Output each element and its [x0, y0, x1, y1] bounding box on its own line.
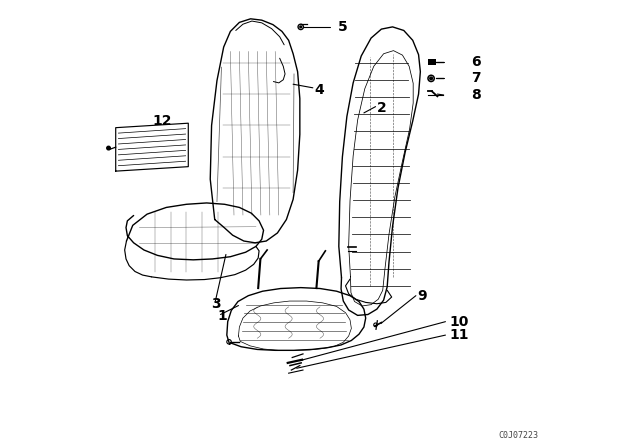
- Text: 8: 8: [472, 88, 481, 102]
- Text: 6: 6: [472, 55, 481, 69]
- Text: 4: 4: [315, 82, 324, 97]
- Circle shape: [430, 77, 433, 80]
- Bar: [428, 59, 436, 65]
- Text: 12: 12: [153, 114, 172, 128]
- Text: 7: 7: [472, 71, 481, 86]
- Text: 2: 2: [378, 101, 387, 116]
- Circle shape: [300, 26, 301, 28]
- Text: C0J07223: C0J07223: [499, 431, 539, 440]
- Text: 5: 5: [338, 20, 348, 34]
- Text: 10: 10: [449, 314, 468, 329]
- Text: 11: 11: [449, 328, 468, 342]
- Text: 1: 1: [217, 309, 227, 323]
- Text: 3: 3: [212, 297, 221, 311]
- Text: 9: 9: [418, 289, 428, 303]
- Circle shape: [107, 146, 110, 150]
